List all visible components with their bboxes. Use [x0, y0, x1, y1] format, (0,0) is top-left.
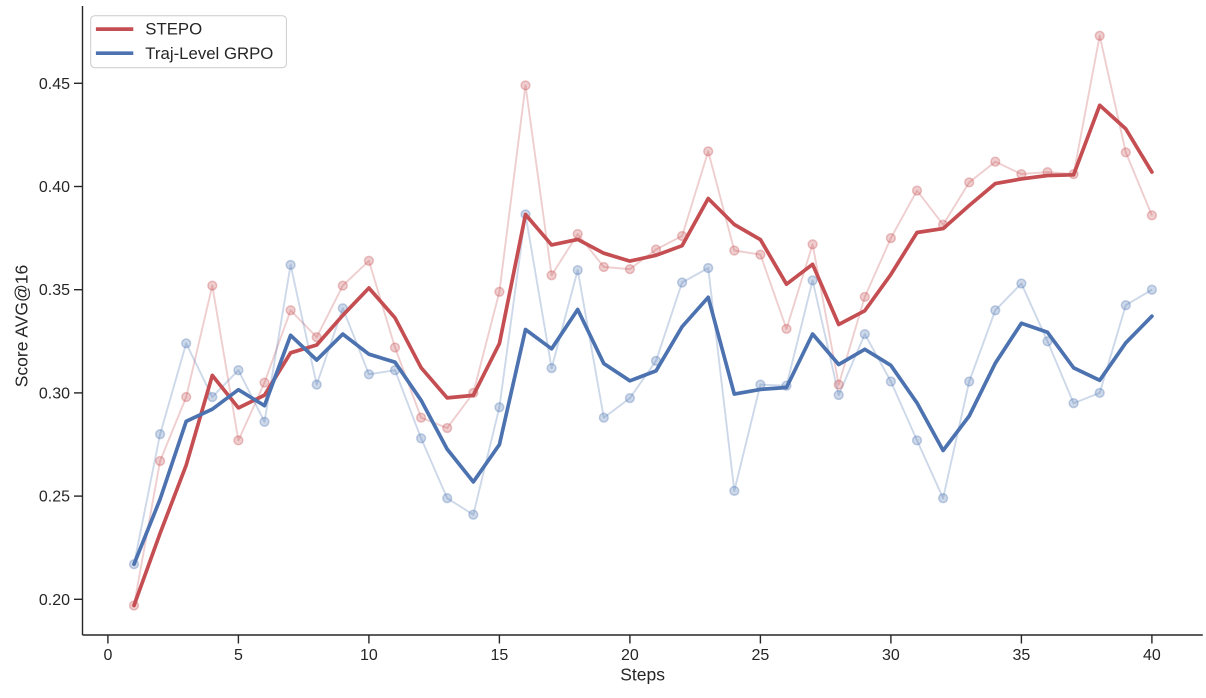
svg-text:35: 35: [1013, 647, 1031, 664]
svg-text:Steps: Steps: [620, 665, 665, 685]
svg-text:0.25: 0.25: [39, 489, 70, 506]
svg-text:5: 5: [234, 647, 243, 664]
svg-text:0: 0: [103, 647, 112, 664]
svg-text:0.45: 0.45: [39, 76, 70, 93]
svg-text:20: 20: [621, 647, 639, 664]
svg-text:0.40: 0.40: [39, 179, 70, 196]
svg-text:Score AVG@16: Score AVG@16: [12, 265, 32, 388]
svg-text:40: 40: [1143, 647, 1161, 664]
svg-text:STEPO: STEPO: [145, 20, 202, 39]
svg-text:0.30: 0.30: [39, 385, 70, 402]
svg-text:15: 15: [491, 647, 509, 664]
svg-text:10: 10: [360, 647, 378, 664]
svg-text:0.20: 0.20: [39, 592, 70, 609]
svg-text:0.35: 0.35: [39, 282, 70, 299]
svg-text:Traj-Level GRPO: Traj-Level GRPO: [145, 44, 273, 63]
svg-text:30: 30: [882, 647, 900, 664]
svg-text:25: 25: [752, 647, 770, 664]
